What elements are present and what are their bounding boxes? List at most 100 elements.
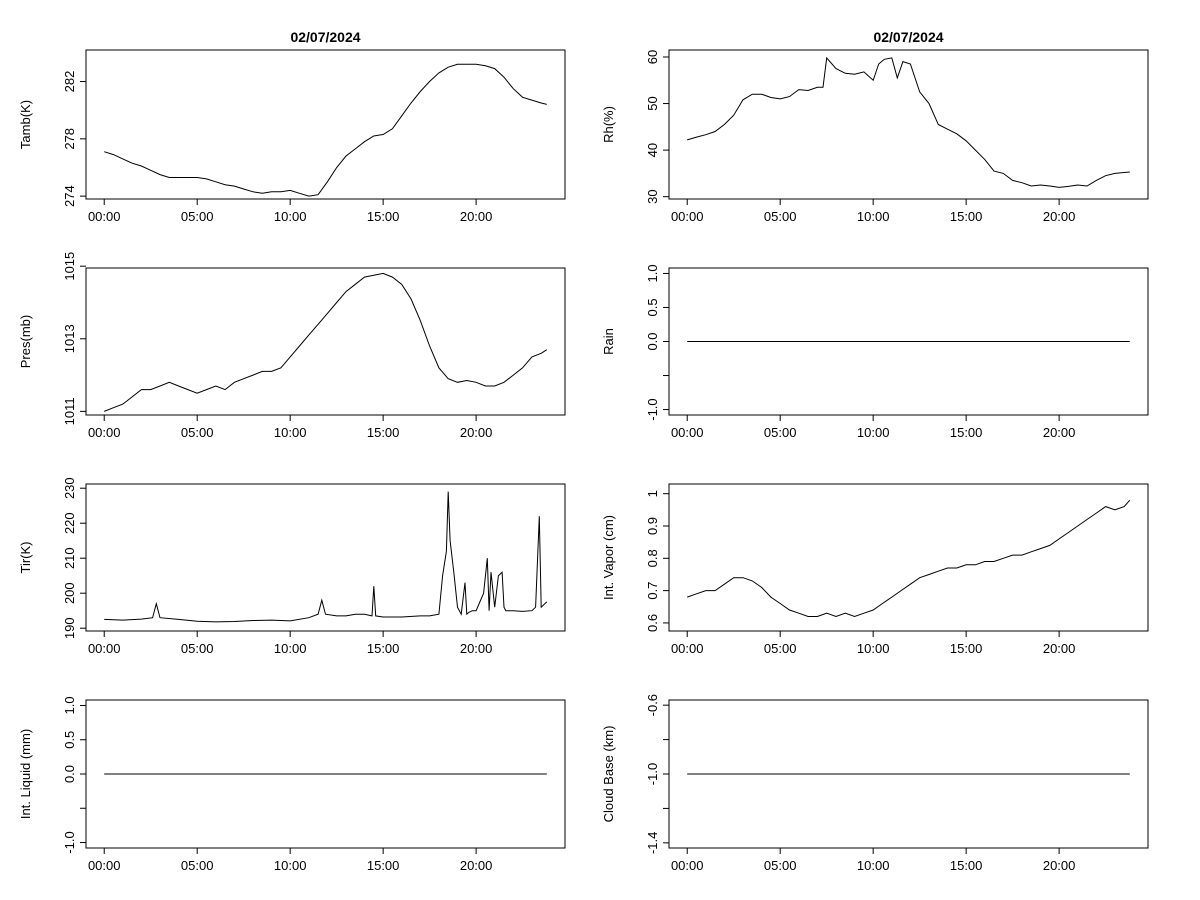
- y-tick-label: 282: [62, 71, 77, 93]
- series-line: [687, 499, 1131, 618]
- plot-frame: [668, 483, 1149, 632]
- y-tick-label: -1.0: [645, 763, 660, 785]
- y-tick-label: 0.8: [645, 549, 660, 567]
- x-tick-label: 10:00: [274, 641, 307, 656]
- x-tick-label: 20:00: [460, 641, 493, 656]
- x-tick-label: 00:00: [88, 858, 121, 873]
- y-tick-label: 0.0: [62, 765, 77, 783]
- x-tick-label: 20:00: [460, 209, 493, 224]
- y-tick-label: 0.9: [645, 517, 660, 535]
- y-tick-label: 1: [645, 490, 660, 497]
- y-tick-label: 0.6: [645, 614, 660, 632]
- y-tick-label: 278: [62, 128, 77, 150]
- y-tick-label: 200: [62, 582, 77, 604]
- x-tick-label: 15:00: [950, 858, 983, 873]
- panel-4: 00:00 05:00 10:00 15:00 20:00 -1.0 0.0 0.5 1.0 Ra…: [601, 264, 1149, 440]
- x-tick-label: 00:00: [671, 858, 704, 873]
- y-tick-label: 0.0: [645, 332, 660, 350]
- y-tick-label: 30: [645, 189, 660, 203]
- x-tick-label: 00:00: [671, 209, 704, 224]
- x-tick-label: 10:00: [857, 209, 890, 224]
- y-tick-label: 1.0: [62, 696, 77, 714]
- y-tick-label: 1.0: [645, 264, 660, 282]
- panel-1: 02/07/2024 00:00 05:00 10:00 15:00 20:00 274 27…: [18, 29, 566, 224]
- x-tick-label: 05:00: [181, 209, 214, 224]
- y-axis-label: Tamb(K): [18, 100, 33, 149]
- y-axis-label: Int. Vapor (cm): [601, 515, 616, 600]
- series-line: [104, 491, 548, 623]
- x-tick-label: 20:00: [1043, 858, 1076, 873]
- panel-6: 00:00 05:00 10:00 15:00 20:00 0.6 0.7 0.8 0.9 1 In…: [601, 483, 1149, 656]
- x-tick-label: 10:00: [857, 858, 890, 873]
- y-axis-label: Rh(%): [601, 106, 616, 143]
- x-tick-label: 10:00: [274, 858, 307, 873]
- x-tick-label: 15:00: [367, 425, 400, 440]
- x-tick-label: 20:00: [1043, 425, 1076, 440]
- panel-title: 02/07/2024: [873, 29, 943, 45]
- series-line: [687, 56, 1130, 188]
- x-tick-label: 00:00: [671, 425, 704, 440]
- x-tick-label: 05:00: [181, 858, 214, 873]
- x-tick-label: 00:00: [88, 425, 121, 440]
- x-tick-label: 05:00: [181, 425, 214, 440]
- x-tick-label: 10:00: [274, 425, 307, 440]
- x-tick-label: 15:00: [950, 425, 983, 440]
- y-tick-label: 220: [62, 512, 77, 534]
- y-tick-label: 0.5: [645, 298, 660, 316]
- y-tick-label: 274: [62, 185, 77, 207]
- x-tick-label: 20:00: [1043, 641, 1076, 656]
- panel-7: 00:00 05:00 10:00 15:00 20:00 -1.0 0.0 0.5 1.0 In…: [18, 696, 566, 873]
- y-axis-label: Cloud Base (km): [601, 726, 616, 823]
- x-tick-label: 10:00: [274, 209, 307, 224]
- panel-8: 00:00 05:00 10:00 15:00 20:00 -1.4 -1.0 -0.6 Clo…: [601, 694, 1149, 873]
- panel-title: 02/07/2024: [290, 29, 360, 45]
- x-tick-label: 10:00: [857, 641, 890, 656]
- x-tick-label: 05:00: [764, 425, 797, 440]
- x-tick-label: 05:00: [764, 209, 797, 224]
- y-tick-label: 0.7: [645, 582, 660, 600]
- x-tick-label: 00:00: [88, 641, 121, 656]
- y-tick-label: 1011: [62, 397, 77, 425]
- y-tick-label: 0.5: [62, 731, 77, 749]
- x-tick-label: 15:00: [367, 641, 400, 656]
- y-tick-label: 210: [62, 547, 77, 569]
- series-line: [104, 63, 547, 197]
- panel-2: 02/07/2024 00:00 05:00 10:00 15:00 20:00 30 40 5…: [601, 29, 1149, 224]
- x-tick-label: 05:00: [181, 641, 214, 656]
- y-axis-label: Pres(mb): [18, 315, 33, 368]
- y-tick-label: 60: [645, 50, 660, 64]
- y-tick-label: 50: [645, 96, 660, 110]
- x-tick-label: 20:00: [460, 858, 493, 873]
- y-axis-label: Int. Liquid (mm): [18, 729, 33, 819]
- y-axis-label: Tir(K): [18, 541, 33, 573]
- x-tick-label: 15:00: [950, 641, 983, 656]
- series-line: [104, 272, 548, 412]
- x-tick-label: 10:00: [857, 425, 890, 440]
- x-tick-label: 00:00: [671, 641, 704, 656]
- x-tick-label: 20:00: [1043, 209, 1076, 224]
- x-tick-label: 15:00: [950, 209, 983, 224]
- y-tick-label: -0.6: [645, 694, 660, 716]
- plot-frame: [85, 49, 566, 200]
- x-tick-label: 20:00: [460, 425, 493, 440]
- y-tick-label: 230: [62, 477, 77, 499]
- panel-5: 00:00 05:00 10:00 15:00 20:00 190 200 210 220 230…: [18, 477, 566, 656]
- x-tick-label: 00:00: [88, 209, 121, 224]
- y-tick-label: 40: [645, 143, 660, 157]
- panel-3: 00:00 05:00 10:00 15:00 20:00 1011 1013 1015 Pre…: [18, 252, 566, 440]
- x-tick-label: 15:00: [367, 209, 400, 224]
- plot-frame: [668, 49, 1149, 200]
- y-tick-label: 190: [62, 617, 77, 639]
- y-tick-label: -1.0: [62, 831, 77, 853]
- y-axis-label: Rain: [601, 328, 616, 355]
- x-tick-label: 15:00: [367, 858, 400, 873]
- y-tick-label: 1013: [62, 324, 77, 353]
- plot-frame: [85, 267, 566, 416]
- x-tick-label: 05:00: [764, 858, 797, 873]
- y-tick-label: -1.4: [645, 832, 660, 854]
- x-tick-label: 05:00: [764, 641, 797, 656]
- y-tick-label: 1015: [62, 252, 77, 281]
- plot-frame: [85, 483, 566, 632]
- y-tick-label: -1.0: [645, 398, 660, 420]
